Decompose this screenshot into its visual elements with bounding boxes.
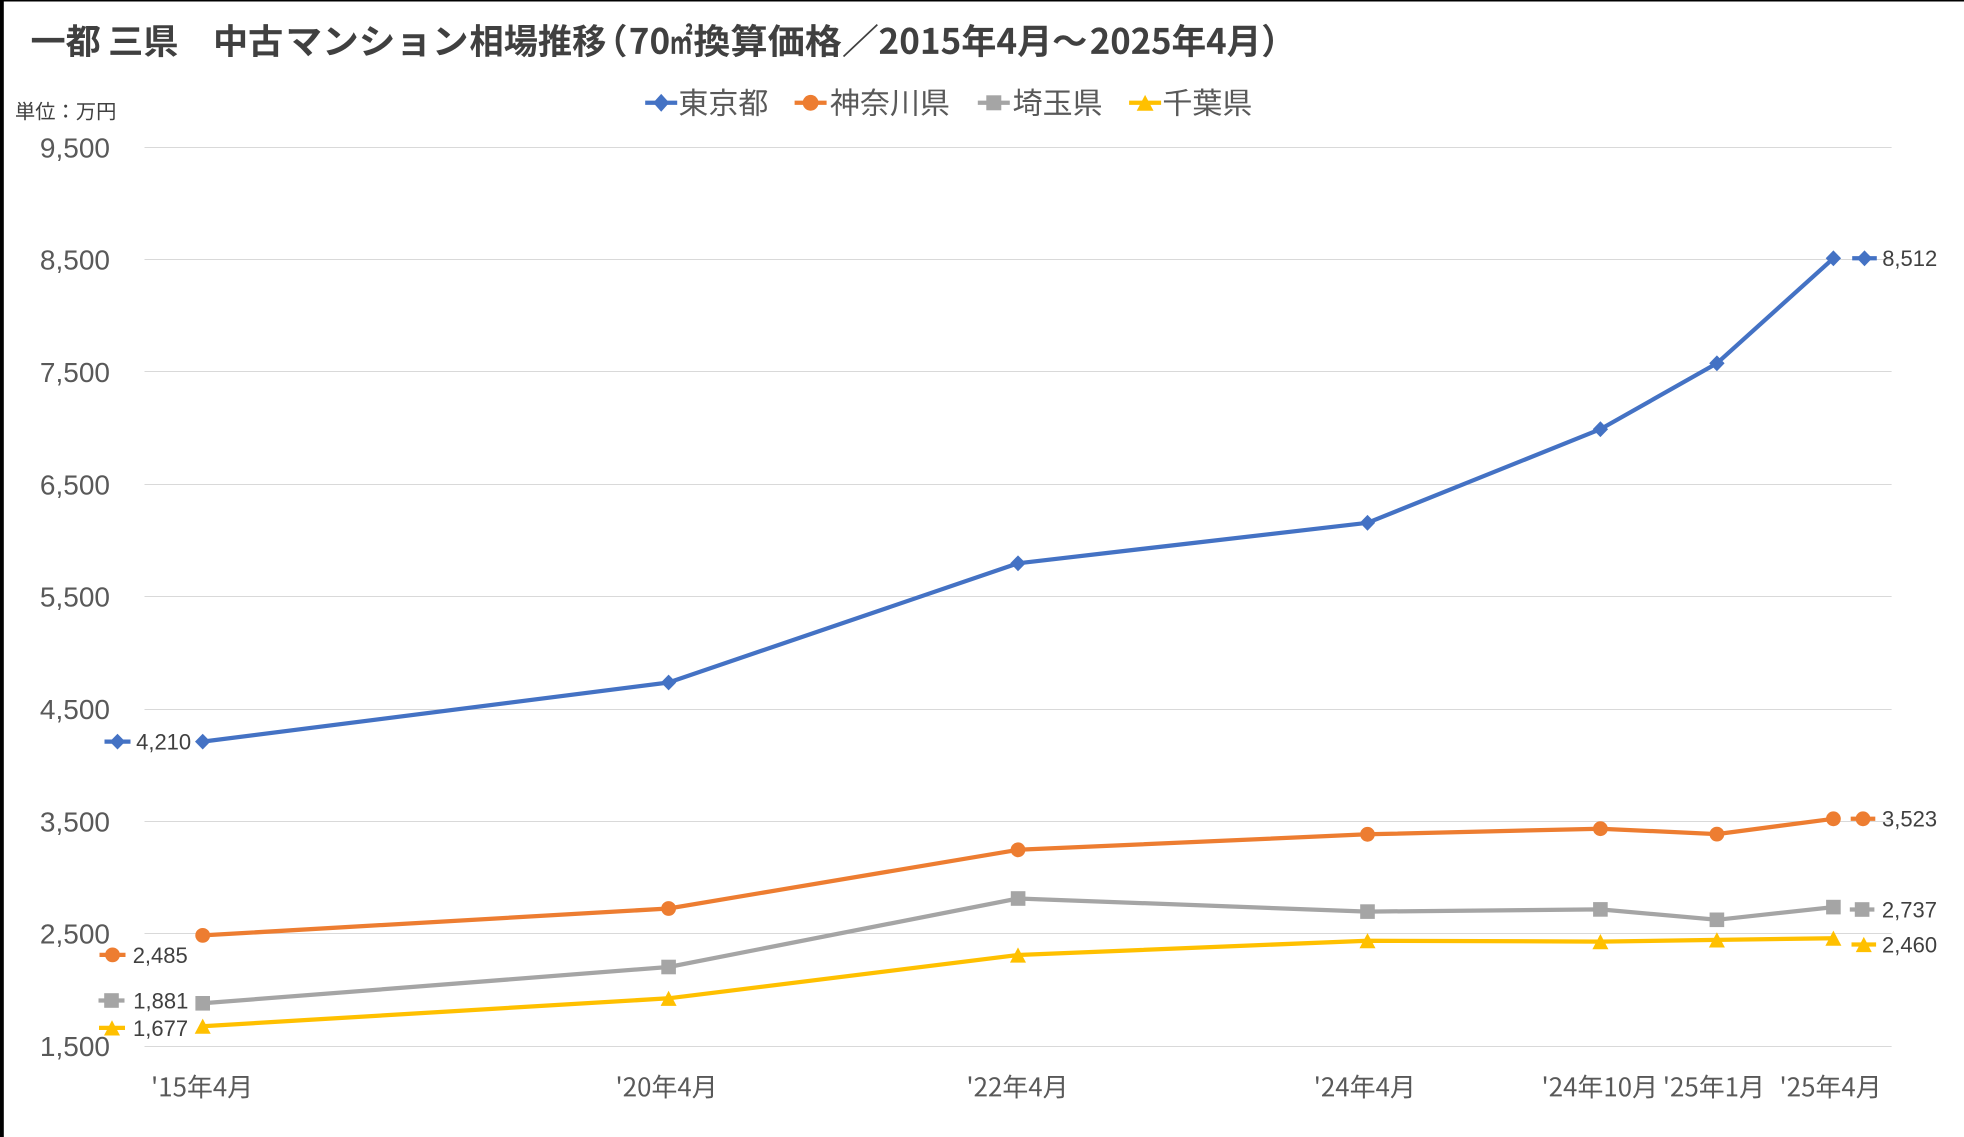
svg-text:2,500: 2,500 [40, 919, 110, 950]
svg-text:1,500: 1,500 [40, 1031, 110, 1062]
svg-text:1,881: 1,881 [133, 988, 188, 1013]
svg-text:5,500: 5,500 [40, 582, 110, 613]
svg-text:2,460: 2,460 [1882, 932, 1937, 957]
svg-text:3,523: 3,523 [1882, 807, 1937, 832]
svg-text:8,512: 8,512 [1882, 246, 1937, 271]
svg-text:2,737: 2,737 [1882, 897, 1937, 922]
svg-text:7,500: 7,500 [40, 357, 110, 388]
svg-text:1,677: 1,677 [133, 1016, 188, 1041]
svg-text:9,500: 9,500 [40, 132, 110, 163]
svg-text:4,210: 4,210 [136, 730, 191, 755]
svg-text:6,500: 6,500 [40, 469, 110, 500]
svg-text:2,485: 2,485 [133, 943, 188, 968]
svg-text:4,500: 4,500 [40, 694, 110, 725]
svg-text:8,500: 8,500 [40, 245, 110, 276]
svg-text:3,500: 3,500 [40, 806, 110, 837]
